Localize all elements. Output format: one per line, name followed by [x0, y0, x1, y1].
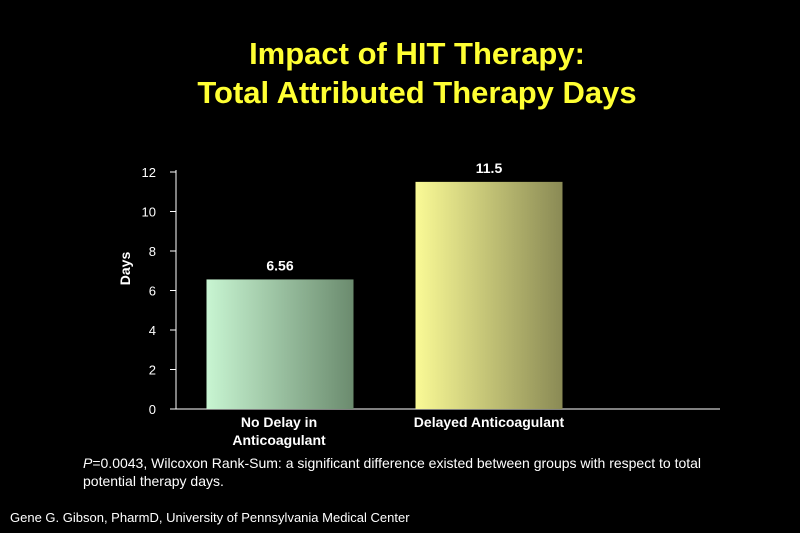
chart-title-line-1: Impact of HIT Therapy: [249, 36, 585, 71]
y-tick-label: 6 [149, 284, 156, 299]
footnote-p-symbol: P [83, 455, 93, 471]
bar-1 [206, 279, 354, 409]
credit-line: Gene G. Gibson, PharmD, University of Pe… [10, 510, 410, 525]
x-tick-label: Anticoagulant [232, 432, 326, 448]
y-tick-label: 4 [149, 323, 156, 338]
y-tick-label: 2 [149, 363, 156, 378]
bar-value-label: 6.56 [266, 257, 293, 273]
x-tick-label: No Delay in [241, 414, 317, 430]
footnote-text: =0.0043, Wilcoxon Rank-Sum: a significan… [83, 455, 702, 489]
y-tick-label: 12 [142, 165, 156, 180]
chart-title: Impact of HIT Therapy: Total Attributed … [0, 34, 800, 112]
y-axis-label: Days [117, 252, 133, 286]
y-tick-label: 8 [149, 244, 156, 259]
bar-2 [415, 181, 563, 409]
footnote: P=0.0043, Wilcoxon Rank-Sum: a significa… [83, 454, 723, 490]
x-tick-label: Delayed Anticoagulant [414, 414, 565, 430]
y-tick-label: 0 [149, 402, 156, 417]
y-tick-label: 10 [142, 205, 156, 220]
bar-value-label: 11.5 [476, 160, 503, 176]
chart-title-line-2: Total Attributed Therapy Days [197, 75, 637, 110]
